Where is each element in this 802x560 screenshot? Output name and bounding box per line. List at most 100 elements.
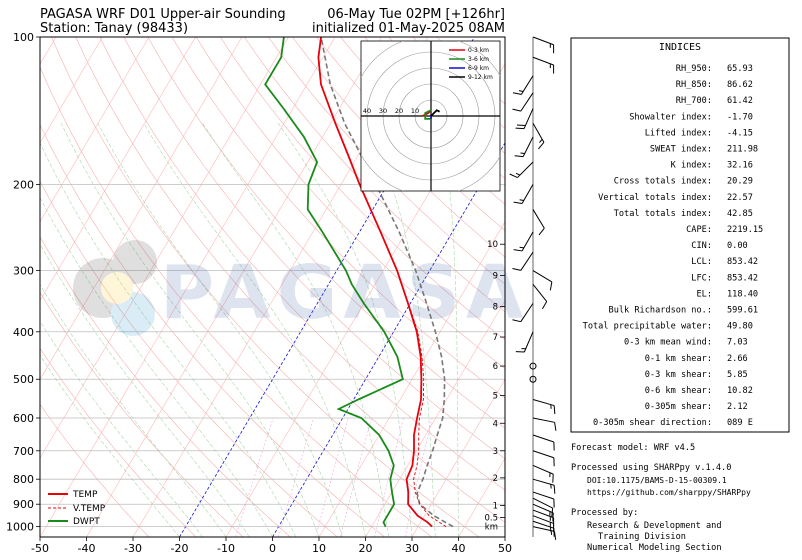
isotherm bbox=[40, 37, 336, 537]
hodograph-trace-9-12-km bbox=[430, 109, 441, 117]
x-tick-label: -30 bbox=[124, 542, 142, 555]
index-label: RH_850: bbox=[676, 80, 712, 90]
isotherm-zero bbox=[272, 142, 505, 537]
isotherm bbox=[0, 37, 10, 537]
mixing-ratio-line bbox=[404, 417, 433, 537]
wind-barb bbox=[532, 503, 554, 522]
index-label: LCL: bbox=[691, 257, 712, 267]
footer-processed-by: Processed by: bbox=[571, 508, 638, 518]
y-tick-label: 1000 bbox=[6, 521, 34, 534]
index-value: 10.82 bbox=[727, 386, 753, 396]
index-value: 853.42 bbox=[727, 257, 758, 267]
wind-barb-staff bbox=[532, 434, 555, 443]
mixing-ratio-line bbox=[340, 417, 372, 537]
y-tick-label: 500 bbox=[13, 373, 34, 386]
height-tick-label: 10 bbox=[487, 240, 498, 250]
wind-barb-staff bbox=[523, 331, 534, 353]
index-value: 22.57 bbox=[727, 193, 753, 203]
dry-adiabat bbox=[40, 123, 385, 537]
wind-barb-staff bbox=[517, 161, 534, 178]
title-left-line2: Station: Tanay (98433) bbox=[40, 21, 188, 36]
hodograph-ring-label: 20 bbox=[395, 107, 403, 115]
legend-dwpt: DWPT bbox=[73, 517, 100, 527]
isotherm bbox=[40, 37, 150, 223]
index-value: 5.85 bbox=[727, 370, 748, 380]
title-right-line2: initialized 01-May-2025 08AM bbox=[312, 21, 505, 36]
x-tick-label: -40 bbox=[78, 542, 96, 555]
index-value: 32.16 bbox=[727, 161, 753, 171]
wind-barb-staff bbox=[532, 503, 554, 514]
wind-barb-staff bbox=[521, 184, 534, 204]
index-label: Total precipitable water: bbox=[583, 322, 712, 332]
wind-barb-calm bbox=[529, 375, 537, 383]
x-axis-ticks: -50 -40 -30 -20 -10 0 10 20 30 40 50 bbox=[31, 537, 512, 555]
dry-adiabat bbox=[268, 37, 505, 285]
wind-barb bbox=[532, 464, 554, 483]
x-tick-label: -10 bbox=[217, 542, 235, 555]
footer-model: Forecast model: WRF v4.5 bbox=[571, 443, 695, 453]
wind-barb bbox=[512, 75, 534, 95]
wind-barb-staff bbox=[520, 75, 534, 95]
wind-barb-feather bbox=[512, 267, 521, 271]
height-tick-label: 9 bbox=[493, 272, 498, 282]
dry-adiabat bbox=[40, 291, 244, 537]
index-value: 86.62 bbox=[727, 80, 753, 90]
wind-barb-half-feather bbox=[518, 90, 524, 92]
index-label: Total totals index: bbox=[614, 209, 712, 219]
wind-barb-staff bbox=[520, 92, 534, 112]
temp-line bbox=[317, 37, 433, 528]
x-tick-label: 0 bbox=[269, 542, 276, 555]
indices-frame bbox=[570, 37, 790, 433]
wind-barb bbox=[513, 184, 534, 204]
index-label: 0-3 km shear: bbox=[645, 370, 712, 380]
mixing-ratio-line bbox=[235, 417, 274, 537]
index-label: EL: bbox=[696, 289, 712, 299]
index-value: 2219.15 bbox=[727, 225, 763, 235]
isotherm bbox=[86, 37, 382, 537]
index-value: -1.70 bbox=[727, 112, 753, 122]
index-label: Lifted index: bbox=[645, 128, 712, 138]
wind-barb bbox=[532, 417, 557, 431]
index-value: -4.15 bbox=[727, 128, 753, 138]
dry-adiabat bbox=[51, 37, 480, 537]
indices-title: INDICES bbox=[659, 42, 701, 53]
wind-barb-feather bbox=[553, 485, 556, 494]
wind-barb-feather bbox=[514, 155, 524, 158]
wind-barb bbox=[513, 231, 534, 252]
wind-barb-staff bbox=[532, 56, 554, 66]
indices-panel: INDICES RH_950: 65.93 RH_850: 86.62 RH_700: 6… bbox=[570, 37, 790, 433]
index-label: RH_950: bbox=[676, 64, 712, 74]
pagasa-logo-watermark: PAGASA bbox=[73, 240, 529, 336]
wind-barb-feather bbox=[512, 319, 521, 323]
wind-barb-staff bbox=[532, 284, 548, 302]
index-value: 2.66 bbox=[727, 354, 748, 364]
height-tick-label: 7 bbox=[493, 333, 498, 343]
wind-barb-feather bbox=[512, 92, 522, 95]
footer-processed-using: Processed using SHARPpy v.1.4.0 bbox=[571, 463, 731, 473]
index-value: 20.29 bbox=[727, 177, 753, 187]
wind-barb-staff bbox=[532, 450, 555, 459]
footer-org-1: Research & Development and bbox=[587, 521, 722, 531]
mixing-ratio-line bbox=[374, 417, 404, 537]
dry-adiabat bbox=[244, 37, 505, 313]
wind-barb-staff bbox=[532, 464, 554, 475]
watermark-text: PAGASA bbox=[160, 250, 529, 336]
wind-barb bbox=[532, 284, 548, 310]
wind-barb-feather bbox=[515, 127, 525, 130]
dry-adiabat bbox=[40, 66, 432, 537]
wind-barb-half-feather bbox=[515, 172, 521, 176]
wind-barb-feather bbox=[541, 301, 548, 310]
index-label: CIN: bbox=[691, 241, 712, 251]
wind-barb-feather bbox=[513, 201, 523, 204]
hodograph-ring-label: 40 bbox=[363, 107, 371, 115]
wind-barb-staff bbox=[532, 417, 555, 423]
height-tick-label: 4 bbox=[493, 419, 498, 429]
hodograph-trace-3-6-km bbox=[424, 109, 432, 120]
index-value: 42.85 bbox=[727, 209, 753, 219]
y-tick-label: 100 bbox=[13, 31, 34, 44]
y-axis-ticks: 100 200 300 400 500 600 700 800 900 1000 bbox=[6, 31, 40, 534]
dry-adiabat bbox=[75, 37, 505, 523]
wind-barb-feather bbox=[538, 227, 545, 236]
isotherm bbox=[40, 37, 243, 380]
dry-adiabat bbox=[99, 37, 505, 491]
